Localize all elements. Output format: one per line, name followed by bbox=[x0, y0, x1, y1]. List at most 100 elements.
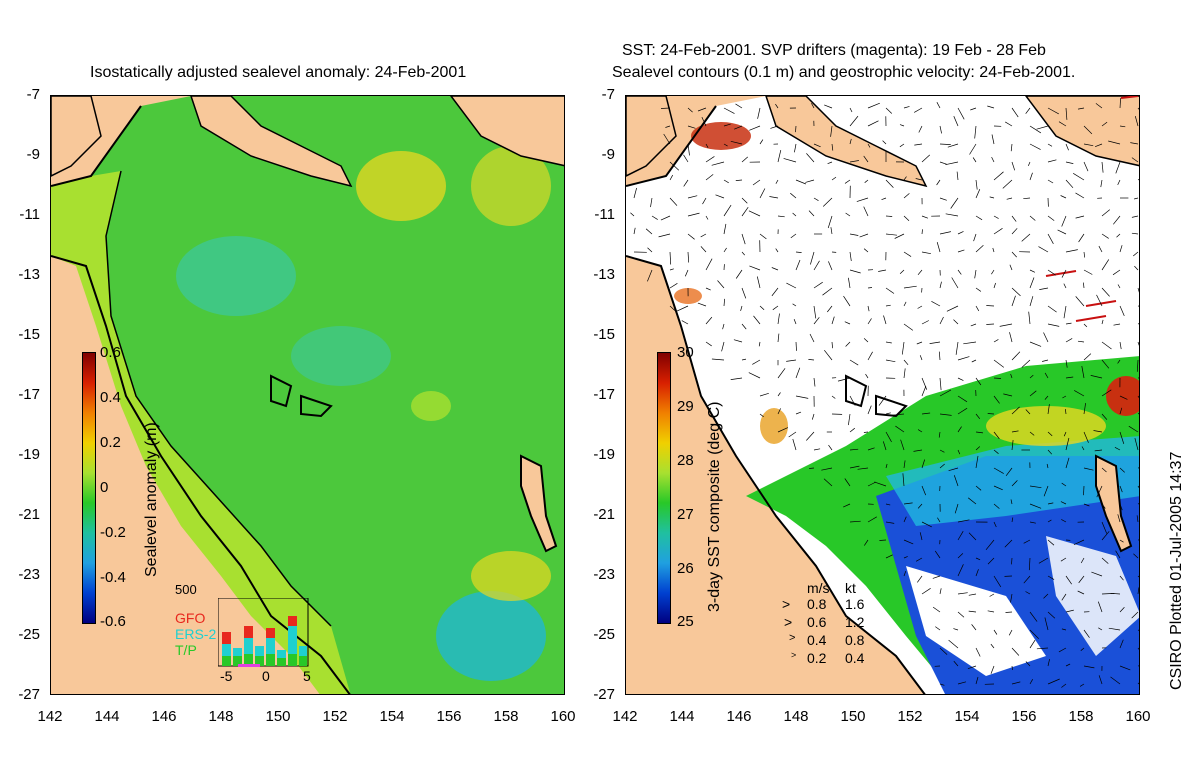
velocity-arrow bbox=[957, 377, 964, 381]
velocity-arrow bbox=[849, 251, 852, 262]
velocity-arrow bbox=[1008, 629, 1013, 636]
velocity-arrow bbox=[921, 412, 931, 415]
velocity-arrow bbox=[939, 463, 945, 469]
velocity-arrow bbox=[681, 320, 689, 325]
lat-tick: -19 bbox=[593, 446, 615, 463]
velocity-arrow bbox=[1011, 161, 1016, 171]
velocity-arrow bbox=[935, 626, 941, 631]
velocity-arrow bbox=[1044, 372, 1049, 379]
velocity-arrow bbox=[955, 341, 959, 355]
velocity-arrow bbox=[939, 588, 942, 595]
velocity-arrow bbox=[915, 178, 923, 181]
velocity-arrow bbox=[1114, 446, 1121, 451]
velocity-arrow bbox=[1095, 103, 1103, 109]
velocity-arrow bbox=[795, 341, 797, 351]
velocity-arrow bbox=[957, 611, 965, 618]
velocity-arrow bbox=[1047, 179, 1054, 184]
velocity-arrow bbox=[929, 341, 941, 344]
velocity-arrow bbox=[987, 557, 995, 565]
velocity-arrow bbox=[863, 155, 869, 163]
velocity-arrow bbox=[903, 285, 917, 289]
legend-row-ms: 0.4 bbox=[807, 632, 827, 648]
velocity-arrow bbox=[874, 481, 887, 487]
sealevel-map bbox=[50, 95, 565, 695]
velocity-arrow bbox=[1119, 539, 1124, 543]
velocity-arrow bbox=[975, 557, 981, 561]
velocity-arrow bbox=[957, 407, 968, 415]
velocity-arrow bbox=[1134, 438, 1139, 451]
velocity-arrow bbox=[1043, 485, 1049, 497]
velocity-arrow bbox=[882, 140, 887, 145]
velocity-arrow bbox=[1119, 125, 1126, 128]
lat-tick: -11 bbox=[19, 206, 40, 223]
velocity-arrow bbox=[894, 233, 905, 239]
velocity-arrow bbox=[1119, 407, 1123, 415]
velocity-arrow bbox=[1101, 209, 1111, 217]
velocity-arrow bbox=[1137, 287, 1139, 293]
velocity-arrow bbox=[883, 315, 887, 325]
velocity-arrow bbox=[969, 143, 977, 155]
velocity-arrow bbox=[697, 107, 707, 112]
velocity-arrow bbox=[705, 215, 709, 220]
velocity-arrow bbox=[931, 300, 941, 307]
velocity-arrow bbox=[993, 521, 997, 528]
velocity-arrow bbox=[1083, 125, 1093, 135]
velocity-arrow bbox=[1101, 287, 1110, 297]
velocity-arrow bbox=[752, 179, 761, 186]
lat-tick: -25 bbox=[593, 626, 615, 643]
velocity-arrow bbox=[1075, 192, 1085, 199]
velocity-arrow bbox=[919, 355, 923, 361]
velocity-arrow bbox=[1063, 431, 1067, 437]
velocity-arrow bbox=[867, 120, 879, 127]
velocity-arrow bbox=[975, 455, 979, 469]
velocity-arrow bbox=[1101, 413, 1108, 420]
velocity-arrow bbox=[849, 359, 859, 366]
velocity-arrow bbox=[903, 502, 913, 505]
velocity-arrow bbox=[968, 593, 977, 596]
velocity-arrow bbox=[1101, 359, 1110, 369]
velocity-arrow bbox=[939, 316, 944, 325]
velocity-arrow bbox=[665, 125, 671, 128]
velocity-arrow bbox=[1083, 353, 1092, 361]
velocity-arrow bbox=[1119, 503, 1123, 511]
velocity-arrow bbox=[856, 197, 869, 202]
velocity-arrow bbox=[723, 179, 729, 184]
velocity-arrow bbox=[1065, 322, 1072, 325]
velocity-arrow bbox=[1039, 287, 1049, 290]
velocity-arrow bbox=[749, 265, 761, 271]
velocity-arrow bbox=[723, 223, 727, 235]
velocity-arrow bbox=[975, 377, 982, 386]
lon-tick: 156 bbox=[436, 708, 462, 725]
velocity-arrow bbox=[885, 521, 895, 524]
velocity-arrow bbox=[795, 259, 801, 271]
velocity-arrow bbox=[849, 448, 859, 451]
velocity-arrow bbox=[777, 215, 785, 218]
velocity-arrow bbox=[1073, 539, 1085, 546]
velocity-arrow bbox=[939, 125, 942, 134]
velocity-arrow bbox=[775, 179, 779, 184]
velocity-arrow-field bbox=[630, 98, 1139, 688]
velocity-arrow bbox=[1077, 107, 1085, 110]
velocity-arrow bbox=[844, 321, 851, 325]
velocity-arrow bbox=[936, 242, 941, 253]
inset-xtick: -5 bbox=[220, 668, 233, 684]
velocity-arrow bbox=[1047, 305, 1057, 313]
velocity-arrow bbox=[669, 197, 678, 206]
velocity-arrow bbox=[1010, 593, 1013, 603]
legend-arrow-icon: > bbox=[782, 596, 791, 612]
velocity-arrow bbox=[827, 215, 833, 229]
velocity-arrow bbox=[954, 503, 959, 514]
velocity-arrow bbox=[1080, 647, 1085, 651]
velocity-arrow bbox=[946, 305, 959, 312]
velocity-arrow bbox=[975, 305, 980, 312]
velocity-arrow bbox=[1101, 531, 1110, 541]
velocity-arrow bbox=[901, 341, 905, 355]
velocity-arrow bbox=[759, 139, 764, 145]
velocity-arrow bbox=[827, 161, 833, 165]
velocity-arrow bbox=[790, 233, 797, 239]
velocity-arrow bbox=[975, 189, 981, 199]
velocity-arrow bbox=[849, 107, 853, 113]
velocity-arrow bbox=[1134, 197, 1139, 200]
velocity-arrow bbox=[723, 123, 731, 127]
velocity-arrow bbox=[970, 323, 977, 327]
